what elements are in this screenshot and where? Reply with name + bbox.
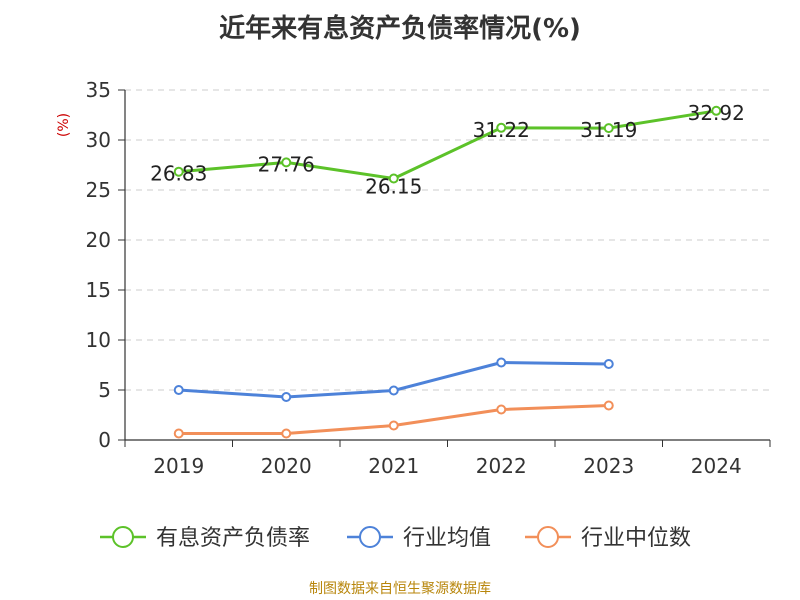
data-label: 26.15 <box>365 175 422 199</box>
y-tick-label: 30 <box>86 128 111 152</box>
series-point-0 <box>388 173 399 184</box>
series-line-0 <box>178 109 717 180</box>
legend-label: 行业均值 <box>403 526 491 551</box>
series-point-0 <box>173 166 184 177</box>
y-tick-label: 20 <box>86 228 111 252</box>
x-tick-label: 2021 <box>368 454 419 478</box>
source-note: 制图数据来自恒生聚源数据库 <box>309 581 491 597</box>
y-tick-label: 5 <box>98 378 111 402</box>
y-axis-label: (%) <box>56 113 72 137</box>
series-point-1 <box>281 392 292 402</box>
legend-marker-2 <box>537 526 559 548</box>
x-tick-label: 2020 <box>261 454 312 478</box>
x-tick-label: 2022 <box>476 454 527 478</box>
series-point-0 <box>711 105 722 116</box>
data-label: 32.92 <box>688 101 745 125</box>
y-tick-label: 25 <box>86 178 111 202</box>
legend-marker-1 <box>359 526 381 548</box>
series-point-1 <box>603 359 614 369</box>
series-point-0 <box>496 122 507 133</box>
legend-label: 有息资产负债率 <box>156 526 310 551</box>
y-tick-label: 10 <box>86 328 111 352</box>
series-point-1 <box>173 385 184 395</box>
y-tick-label: 15 <box>86 278 111 302</box>
data-label: 27.76 <box>258 152 315 176</box>
y-tick-label: 35 <box>86 78 111 102</box>
x-tick-label: 2023 <box>583 454 634 478</box>
y-tick-label: 0 <box>98 428 111 452</box>
series-point-0 <box>603 123 614 134</box>
data-label: 26.83 <box>150 162 207 186</box>
legend-marker-0 <box>112 526 134 548</box>
series-point-2 <box>388 420 399 431</box>
line-chart: 0 5 10 15 20 25 30 35 2019 2020 2021 2022 2023 2024 (%… <box>56 78 771 551</box>
series-point-2 <box>173 428 184 439</box>
data-label: 31.19 <box>580 118 637 142</box>
series-point-2 <box>496 404 507 415</box>
legend-label: 行业中位数 <box>581 526 691 551</box>
data-label: 31.22 <box>473 118 530 142</box>
x-tick-label: 2024 <box>691 454 742 478</box>
series-point-1 <box>496 357 507 368</box>
x-tick-label: 2019 <box>153 454 204 478</box>
series-point-1 <box>388 385 399 396</box>
series-point-2 <box>603 400 614 411</box>
series-point-0 <box>281 157 292 168</box>
series-point-2 <box>281 428 292 439</box>
chart-title: 近年来有息资产负债率情况(%) <box>219 14 581 44</box>
